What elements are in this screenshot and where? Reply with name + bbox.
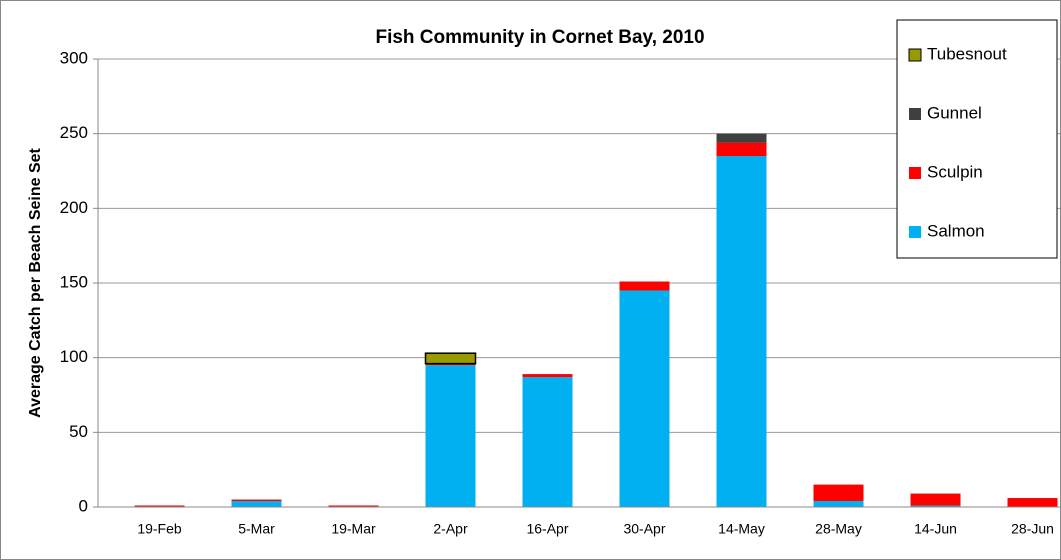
bar-segment xyxy=(619,281,670,291)
legend-swatch xyxy=(908,48,922,62)
bar-segment xyxy=(813,484,864,502)
y-tick-label: 300 xyxy=(60,48,88,67)
bar-segment xyxy=(619,290,670,507)
bar-segment xyxy=(716,133,767,143)
legend-swatch xyxy=(909,226,921,238)
legend-box xyxy=(896,19,1058,259)
bar-segment xyxy=(231,501,282,507)
y-tick-label: 250 xyxy=(60,123,88,142)
bar-segment xyxy=(424,352,477,365)
y-tick-label: 0 xyxy=(79,496,88,515)
x-tick-label: 2-Apr xyxy=(433,521,468,537)
legend-swatch xyxy=(909,167,921,179)
legend-label: Gunnel xyxy=(927,103,982,122)
legend-label: Sculpin xyxy=(927,162,983,181)
bar-segment xyxy=(910,505,961,507)
legend-label: Tubesnout xyxy=(927,44,1007,63)
legend-swatch xyxy=(909,108,921,120)
x-tick-label: 19-Feb xyxy=(137,521,182,537)
bar-segment xyxy=(1007,498,1058,507)
x-tick-label: 28-May xyxy=(815,521,862,537)
x-tick-label: 5-Mar xyxy=(238,521,275,537)
legend-label: Salmon xyxy=(927,221,985,240)
bar-segment xyxy=(716,142,767,157)
bar-segment xyxy=(522,374,573,378)
y-tick-label: 100 xyxy=(60,347,88,366)
x-tick-label: 14-May xyxy=(718,521,765,537)
y-tick-label: 150 xyxy=(60,272,88,291)
x-tick-label: 19-Mar xyxy=(331,521,376,537)
y-axis-title: Average Catch per Beach Seine Set xyxy=(27,147,44,417)
x-tick-label: 16-Apr xyxy=(526,521,568,537)
bar-segment xyxy=(231,499,282,502)
bar-segment xyxy=(813,501,864,507)
bar-segment xyxy=(716,156,767,508)
y-tick-label: 200 xyxy=(60,198,88,217)
bar-segment xyxy=(522,377,573,507)
x-tick-label: 14-Jun xyxy=(914,521,957,537)
x-tick-label: 28-Jun xyxy=(1011,521,1054,537)
bar-segment xyxy=(425,365,476,507)
x-tick-label: 30-Apr xyxy=(623,521,665,537)
y-tick-label: 50 xyxy=(69,422,88,441)
bar-segment xyxy=(328,505,379,507)
bar-segment xyxy=(910,493,961,506)
bar-segment xyxy=(134,505,185,507)
chart-title: Fish Community in Cornet Bay, 2010 xyxy=(375,27,704,48)
